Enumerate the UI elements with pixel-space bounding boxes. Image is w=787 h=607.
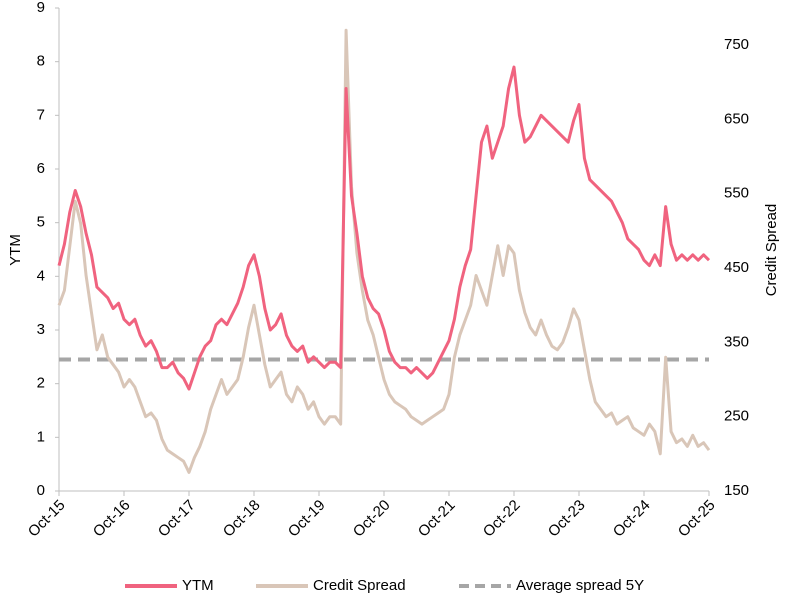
x-tick-label: Oct-15 xyxy=(25,497,69,541)
x-tick-label: Oct-17 xyxy=(155,497,199,541)
y-tick-label: 9 xyxy=(37,0,45,16)
x-tick-label: Oct-23 xyxy=(545,497,589,541)
legend-label: YTM xyxy=(182,577,214,594)
y-tick-label: 5 xyxy=(37,214,45,231)
y2-tick-label: 750 xyxy=(724,36,749,53)
y-tick-label: 2 xyxy=(37,375,45,392)
x-tick-label: Oct-20 xyxy=(350,497,394,541)
y-tick-label: 0 xyxy=(37,482,45,499)
x-tick-label: Oct-18 xyxy=(220,497,264,541)
series-line xyxy=(57,65,711,391)
y-axis-title: YTM xyxy=(7,234,24,266)
y2-tick-label: 350 xyxy=(724,333,749,350)
x-tick-label: Oct-24 xyxy=(610,497,654,541)
x-tick-label: Oct-16 xyxy=(90,497,134,541)
y-tick-label: 8 xyxy=(37,53,45,70)
y2-axis-title: Credit Spread xyxy=(763,204,780,297)
y2-tick-label: 450 xyxy=(724,259,749,276)
y2-tick-label: 150 xyxy=(724,482,749,499)
y-tick-label: 1 xyxy=(37,428,45,445)
y-tick-label: 7 xyxy=(37,106,45,123)
y2-tick-label: 250 xyxy=(724,408,749,425)
x-tick-label: Oct-21 xyxy=(415,497,459,541)
series-line xyxy=(57,28,711,474)
legend-label: Average spread 5Y xyxy=(516,577,644,594)
x-tick-label: Oct-25 xyxy=(675,497,719,541)
y2-tick-label: 550 xyxy=(724,185,749,202)
y-tick-label: 4 xyxy=(37,267,45,284)
y-tick-label: 3 xyxy=(37,321,45,338)
y-tick-label: 6 xyxy=(37,160,45,177)
legend-label: Credit Spread xyxy=(313,577,406,594)
x-tick-label: Oct-22 xyxy=(480,497,524,541)
y2-tick-label: 650 xyxy=(724,110,749,127)
x-tick-label: Oct-19 xyxy=(285,497,329,541)
